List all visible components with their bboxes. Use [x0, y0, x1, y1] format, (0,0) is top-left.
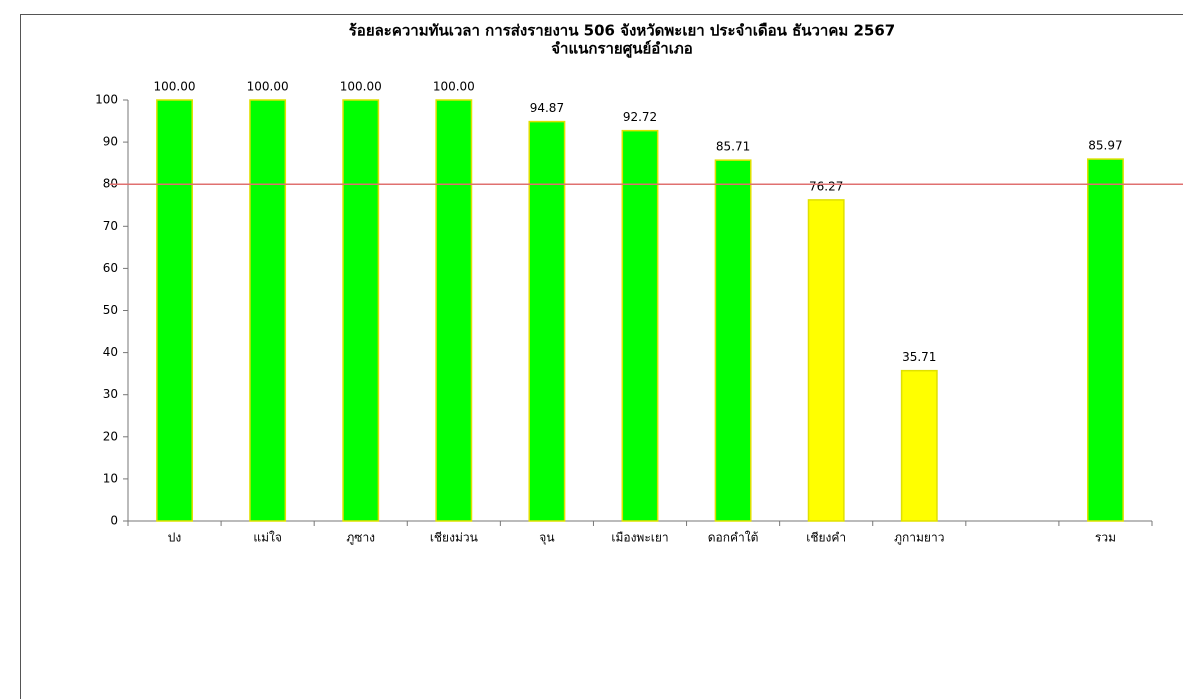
value-label: 100.00: [340, 80, 382, 94]
value-label: 100.00: [154, 80, 196, 94]
value-label: 100.00: [247, 80, 289, 94]
x-tick-label: เมืองพะเยา: [611, 531, 668, 545]
value-label: 100.00: [433, 80, 475, 94]
y-tick-label: 40: [103, 345, 118, 359]
bar: [714, 159, 752, 522]
y-tick-label: 30: [103, 387, 118, 401]
x-tick-label: ดอกคำใต้: [708, 531, 759, 545]
x-tick-label: รวม: [1095, 531, 1116, 545]
y-tick-label: 60: [103, 261, 118, 275]
x-tick-label: เชียงม่วน: [430, 531, 478, 545]
bar: [528, 120, 566, 522]
x-tick-label: ปง: [168, 531, 181, 545]
value-label: 85.97: [1088, 139, 1122, 153]
value-label: 85.71: [716, 140, 750, 154]
bar: [249, 99, 287, 522]
y-tick-label: 90: [103, 135, 118, 149]
bar: [1087, 158, 1124, 522]
value-label: 35.71: [902, 350, 936, 364]
x-tick-label: เชียงคำ: [806, 531, 846, 545]
x-tick-label: ภูกามยาว: [894, 531, 944, 546]
bar: [156, 99, 193, 522]
x-tick-label: แม่ใจ: [253, 531, 282, 545]
x-tick-label: ภูซาง: [346, 531, 375, 546]
value-label: 76.27: [809, 179, 843, 193]
chart-title: ร้อยละความทันเวลา การส่งรายงาน 506 จังหว…: [349, 22, 895, 40]
y-tick-label: 100: [95, 93, 118, 107]
y-tick-label: 50: [103, 303, 118, 317]
bar: [900, 369, 938, 522]
chart-subtitle: จำแนกรายศูนย์อำเภอ: [551, 40, 693, 59]
y-tick-label: 70: [103, 219, 118, 233]
y-tick-label: 10: [103, 471, 118, 485]
value-label: 94.87: [530, 101, 564, 115]
x-tick-label: จุน: [539, 531, 554, 546]
bar: [435, 99, 473, 522]
bar: [621, 129, 659, 522]
bar: [342, 99, 380, 522]
frame: [20, 14, 1183, 699]
value-label: 92.72: [623, 110, 657, 124]
bar: [807, 199, 845, 522]
y-tick-label: 0: [110, 514, 118, 528]
y-tick-label: 20: [103, 429, 118, 443]
